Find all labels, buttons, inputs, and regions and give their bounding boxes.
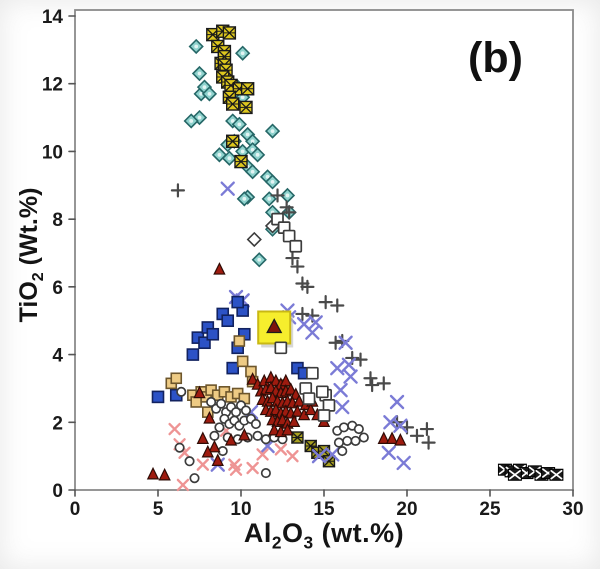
x-tick-label: 25 <box>479 499 501 520</box>
y-tick-label: 4 <box>52 346 63 367</box>
x-axis-element: Al <box>243 518 272 548</box>
panel-label: (b) <box>468 34 523 82</box>
x-tick-label: 15 <box>313 499 335 520</box>
x-axis-title: Al2O3 (wt.%) <box>75 518 573 553</box>
y-tick-label: 2 <box>52 413 63 434</box>
y-axis-title: TiO2 (Wt.%) <box>15 135 49 375</box>
x-axis-subscript-b: 3 <box>303 532 314 553</box>
y-axis-subscript: 2 <box>30 272 47 282</box>
series-blue-filled-squares <box>151 295 311 404</box>
x-tick-label: 30 <box>562 499 583 520</box>
x-axis-unit: (wt.%) <box>313 518 405 548</box>
y-axis-unit: (Wt.%) <box>15 187 43 273</box>
y-axis-compound: TiO <box>15 281 43 323</box>
series-gray-plus-marks <box>170 183 436 450</box>
x-tick-label: 0 <box>70 499 81 520</box>
x-axis-subscript-a: 2 <box>271 532 282 553</box>
y-tick-label: 0 <box>52 481 63 502</box>
x-tick-label: 10 <box>230 499 251 520</box>
series-yellow-hatched-squares <box>206 24 255 169</box>
y-tick-label: 12 <box>42 75 63 96</box>
series-pink-x-marks <box>168 422 299 492</box>
y-tick-label: 6 <box>52 278 63 299</box>
y-tick-label: 10 <box>42 142 63 163</box>
x-axis-oxide: O <box>281 518 304 548</box>
series-open-circles <box>174 386 369 484</box>
axis-ticks: 0 5 10 15 20 25 30 0 2 4 6 8 10 12 14 <box>42 7 584 520</box>
series-blue-x-marks <box>210 181 411 472</box>
y-tick-label: 8 <box>52 210 63 231</box>
series-open-squares <box>271 212 336 422</box>
x-tick-label: 5 <box>153 499 164 520</box>
series-black-boxed-x-cluster <box>497 463 564 481</box>
series-open-diamonds <box>246 218 281 248</box>
x-tick-label: 20 <box>396 499 417 520</box>
y-tick-label: 14 <box>42 7 64 28</box>
